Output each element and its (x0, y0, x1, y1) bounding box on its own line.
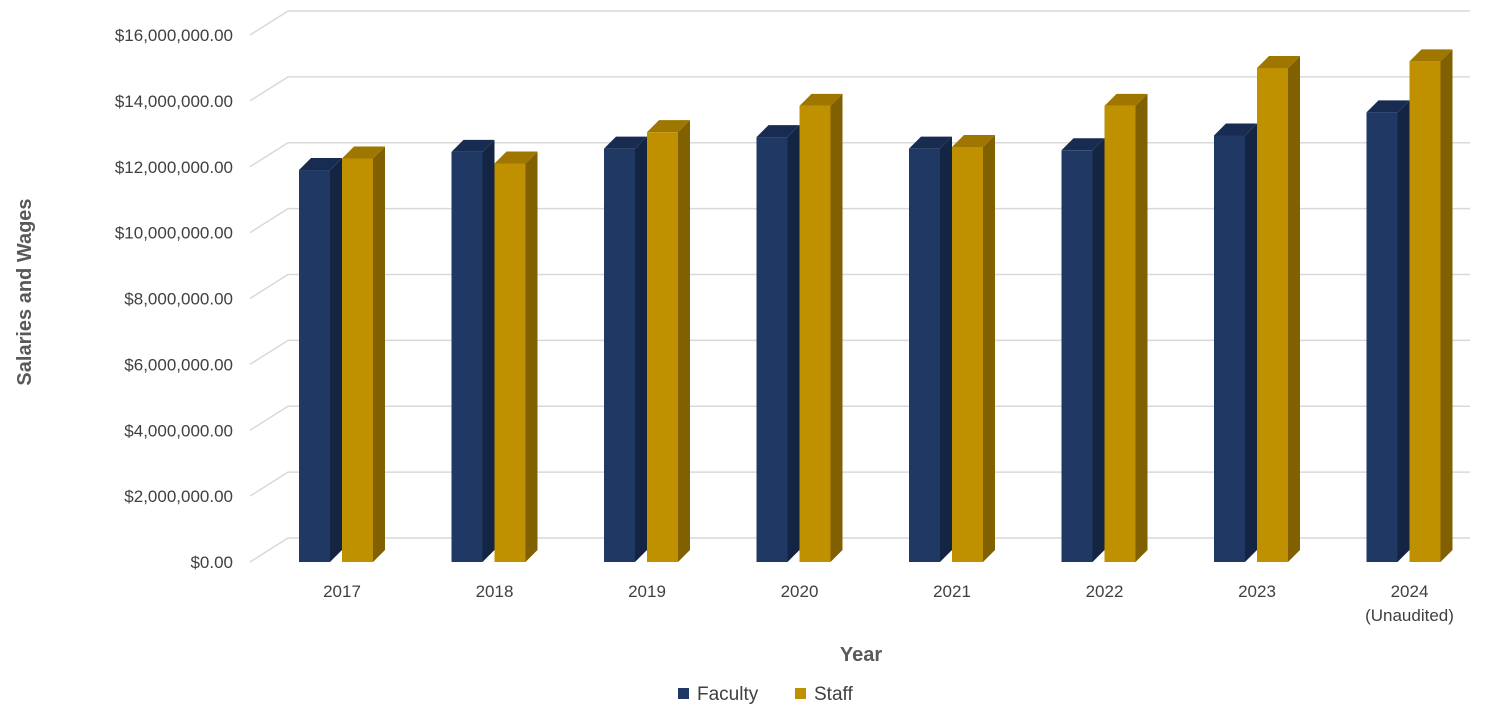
y-tick-label: $2,000,000.00 (124, 487, 233, 506)
bar-side (1135, 93, 1148, 563)
y-tick-label: $12,000,000.00 (115, 158, 233, 177)
bar-side (330, 158, 342, 562)
gridlines (249, 10, 1470, 563)
bar-side (1245, 123, 1257, 562)
bar-top (1409, 49, 1453, 62)
bars (299, 49, 1453, 563)
y-tick-label: $16,000,000.00 (115, 26, 233, 45)
y-tick-label: $14,000,000.00 (115, 92, 233, 111)
bar-top (494, 151, 538, 164)
y-tick-label: $10,000,000.00 (115, 224, 233, 243)
legend-swatch-staff (795, 688, 806, 699)
bar-side (1397, 100, 1410, 562)
x-tick-label: 2023 (1238, 582, 1276, 601)
bar-front (1104, 105, 1136, 563)
bar-front (1061, 150, 1093, 562)
bar-faculty-5 (1061, 138, 1105, 562)
x-tick-label: 2021 (933, 582, 971, 601)
bar-front (952, 146, 983, 563)
bar-side (787, 125, 800, 562)
bar-side (830, 93, 843, 563)
bar-front (1409, 61, 1441, 562)
bar-side (1440, 49, 1453, 563)
y-tick-label: $4,000,000.00 (124, 421, 233, 440)
bar-side (635, 136, 647, 562)
bar-top (1104, 93, 1148, 106)
bar-side (525, 151, 538, 563)
bar-top (647, 120, 690, 133)
bar-side (373, 146, 385, 562)
bar-front (451, 151, 483, 562)
bar-top (1061, 138, 1105, 151)
bar-front (756, 137, 788, 562)
x-axis-tick-labels: 2017 2018 2019 2020 2021 2022 2023 2024 (Unaudit… (323, 582, 1454, 625)
bar-staff-1 (494, 151, 538, 563)
bar-top (1257, 55, 1300, 68)
bar-faculty-2 (604, 136, 647, 562)
x-axis-title: Year (840, 644, 882, 666)
bar-top (799, 93, 843, 106)
bar-top (909, 136, 952, 149)
legend-label-faculty: Faculty (697, 684, 759, 705)
bar-side (678, 120, 690, 563)
bar-faculty-6 (1214, 123, 1257, 562)
bar-staff-4 (952, 134, 995, 563)
bar-staff-0 (342, 146, 385, 562)
bar-side (1092, 138, 1105, 562)
legend-swatch-faculty (678, 688, 689, 699)
bar-front (647, 132, 678, 562)
gridline (249, 76, 1470, 102)
bar-top (756, 125, 800, 138)
bar-staff-3 (799, 93, 843, 563)
gridline (249, 10, 1470, 36)
bar-side (1288, 55, 1300, 562)
bar-staff-2 (647, 120, 690, 563)
x-tick-label: 2018 (476, 582, 514, 601)
y-tick-label: $6,000,000.00 (124, 355, 233, 374)
bar-staff-7 (1409, 49, 1453, 563)
bar-front (342, 158, 373, 562)
y-tick-label: $8,000,000.00 (124, 290, 233, 309)
legend: Faculty Staff (678, 684, 853, 705)
bar-front (604, 148, 635, 562)
bar-front (909, 148, 940, 562)
bar-front (799, 105, 831, 563)
bar-top (1366, 100, 1410, 113)
x-tick-label: 2024 (Unaudited) (1365, 582, 1454, 625)
bar-faculty-7 (1366, 100, 1410, 562)
bar-faculty-4 (909, 136, 952, 562)
bar-top (451, 139, 495, 152)
bar-side (940, 136, 952, 562)
bar-front (299, 170, 330, 562)
bar-top (952, 134, 995, 147)
bar-faculty-1 (451, 139, 495, 562)
bar-top (1214, 123, 1257, 136)
y-axis-tick-labels: $0.00 $2,000,000.00 $4,000,000.00 $6,000,00… (115, 26, 233, 572)
x-tick-label: 2020 (781, 582, 819, 601)
x-tick-label: 2017 (323, 582, 361, 601)
bar-side (983, 134, 995, 563)
bar-staff-6 (1257, 55, 1300, 562)
bar-side (482, 139, 495, 562)
x-tick-label: 2022 (1086, 582, 1124, 601)
bar-front (1257, 67, 1288, 562)
bar-top (604, 136, 647, 149)
bar-faculty-3 (756, 125, 800, 562)
bar-top (342, 146, 385, 159)
bar-front (494, 163, 526, 563)
x-tick-label: 2019 (628, 582, 666, 601)
bar-top (299, 158, 342, 171)
y-axis-title: Salaries and Wages (14, 198, 36, 385)
legend-label-staff: Staff (814, 684, 853, 705)
bar-front (1366, 112, 1398, 562)
bar-faculty-0 (299, 158, 342, 562)
bar-front (1214, 135, 1245, 562)
bar-staff-5 (1104, 93, 1148, 563)
y-tick-label: $0.00 (190, 553, 233, 572)
